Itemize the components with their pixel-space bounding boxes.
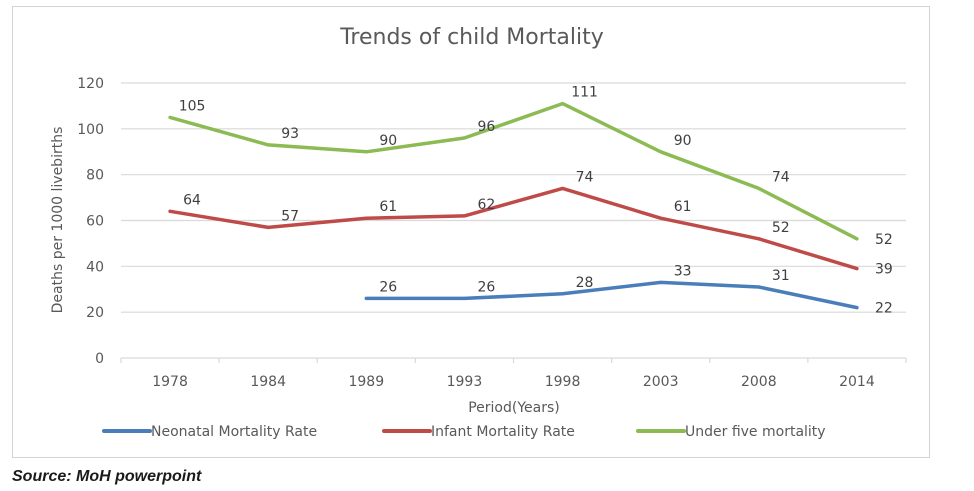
data-label: 31 [772, 268, 790, 284]
y-tick-label: 60 [86, 214, 104, 230]
data-label: 111 [571, 85, 598, 101]
x-tick-label: 1989 [348, 374, 384, 390]
legend-label: Under five mortality [685, 424, 826, 440]
gridlines [120, 82, 907, 363]
data-label: 61 [674, 199, 692, 215]
data-label: 74 [772, 169, 790, 185]
series-line-infant-mortality-rate [168, 186, 859, 271]
y-tick-label: 20 [86, 305, 104, 321]
series-line-neonatal-mortality-rate [364, 280, 859, 310]
data-label: 22 [875, 301, 893, 317]
legend-label: Neonatal Mortality Rate [151, 424, 317, 440]
y-tick-label: 40 [86, 259, 104, 275]
data-label: 90 [379, 133, 397, 149]
data-labels: 26 26 28 33 31 22 64 57 61 62 74 61 52 39 105 93 90 96 111… [179, 85, 893, 317]
y-axis-title: Deaths per 1000 livebirths [50, 127, 66, 314]
series-line-under-five-mortality [168, 101, 859, 241]
data-label: 52 [875, 232, 893, 248]
x-tick-label: 2008 [741, 374, 777, 390]
data-label: 61 [379, 199, 397, 215]
data-label: 28 [576, 275, 594, 291]
x-tick-label: 2003 [643, 374, 679, 390]
y-tick-label: 0 [95, 351, 104, 367]
y-tick-label: 120 [77, 76, 104, 92]
data-label: 64 [183, 192, 201, 208]
data-label: 39 [875, 262, 893, 278]
chart-title: Trends of child Mortality [339, 25, 604, 50]
y-tick-label: 100 [77, 122, 104, 138]
data-label: 93 [281, 126, 299, 142]
legend: Neonatal Mortality Rate Infant Mortality … [102, 424, 826, 440]
source-caption: Source: MoH powerpoint [12, 468, 202, 485]
legend-label: Infant Mortality Rate [431, 424, 575, 440]
x-axis-title: Period(Years) [468, 400, 560, 416]
x-tick-label: 1993 [447, 374, 483, 390]
x-tick-label: 1998 [545, 374, 581, 390]
y-tick-labels: 0 20 40 60 80 100 120 [77, 76, 104, 367]
data-label: 26 [379, 279, 397, 295]
data-label: 33 [674, 263, 692, 279]
data-label: 52 [772, 220, 790, 236]
data-label: 62 [478, 197, 496, 213]
data-label: 105 [179, 98, 206, 114]
x-tick-label: 2014 [839, 374, 875, 390]
series-lines [168, 101, 859, 310]
data-label: 74 [576, 169, 594, 185]
data-label: 26 [478, 279, 496, 295]
y-tick-label: 80 [86, 168, 104, 184]
data-label: 90 [674, 133, 692, 149]
x-tick-label: 1984 [250, 374, 286, 390]
x-tick-labels: 1978 1984 1989 1993 1998 2003 2008 2014 [152, 374, 875, 390]
x-tick-label: 1978 [152, 374, 188, 390]
chart-frame [12, 6, 930, 458]
data-label: 96 [478, 119, 496, 135]
data-label: 57 [281, 208, 299, 224]
